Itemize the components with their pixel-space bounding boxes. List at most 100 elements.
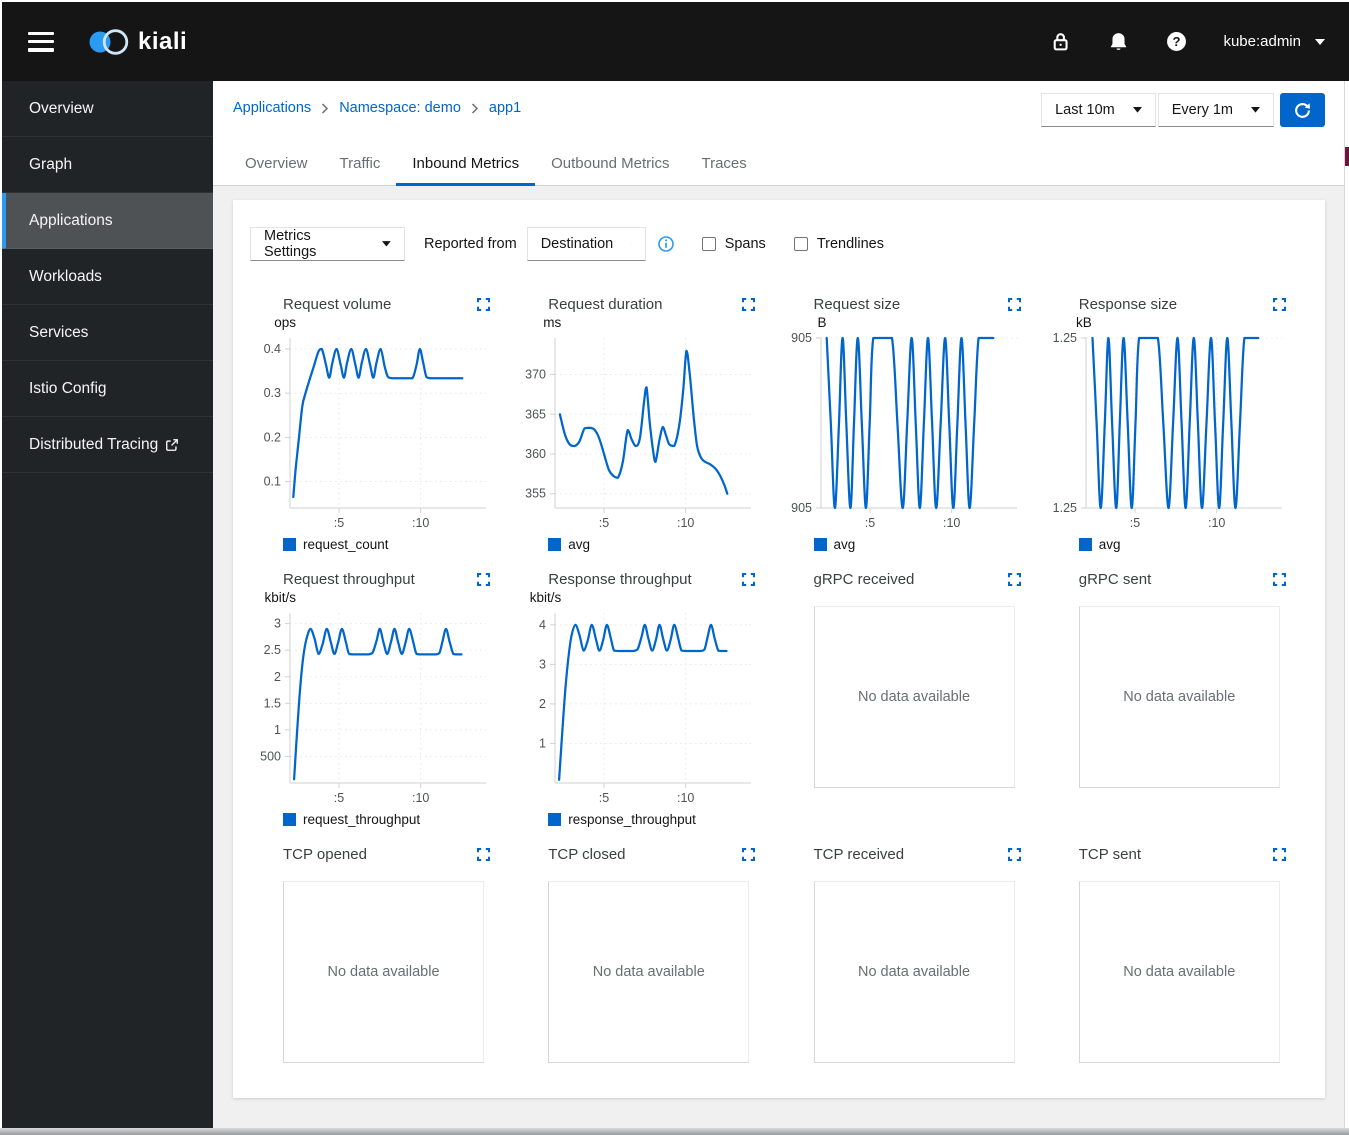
scrollbar-thumb[interactable]	[1345, 147, 1349, 166]
svg-text:365: 365	[525, 407, 546, 421]
sidebar-item-label: Overview	[29, 99, 94, 117]
masthead: kiali ? kube:admin	[2, 2, 1349, 81]
expand-icon-glyph	[1007, 847, 1021, 861]
svg-text::5: :5	[864, 516, 874, 530]
svg-text::5: :5	[334, 516, 344, 530]
svg-text:1: 1	[539, 736, 546, 750]
chart-title: Request duration	[548, 295, 663, 313]
chart-title: Response throughput	[548, 570, 692, 588]
chart-title: Request throughput	[283, 570, 415, 588]
trendlines-checkbox-group[interactable]: Trendlines	[793, 236, 884, 252]
chart-header: TCP received	[781, 843, 1043, 865]
spans-checkbox-group[interactable]: Spans	[701, 236, 766, 252]
chart-title: Response size	[1078, 295, 1178, 313]
expand-icon[interactable]	[477, 297, 490, 311]
chevron-down-icon	[382, 241, 391, 247]
legend-item[interactable]: request_throughput	[283, 812, 512, 827]
sidebar-item-overview[interactable]: Overview	[2, 81, 213, 137]
legend-label: avg	[1098, 537, 1121, 552]
breadcrumb-separator-chevron-icon	[471, 103, 479, 114]
refresh-interval-dropdown[interactable]: Every 1m	[1157, 93, 1274, 127]
svg-text::5: :5	[334, 791, 344, 805]
metrics-settings-dropdown[interactable]: Metrics Settings	[250, 227, 405, 261]
sidebar-item-istio-config[interactable]: Istio Config	[2, 361, 213, 417]
breadcrumb-link[interactable]: app1	[488, 100, 522, 116]
chart-header: TCP opened	[250, 843, 512, 865]
chart-cell-tcp_received: TCP received No data available	[781, 843, 1043, 1063]
trendlines-checkbox[interactable]	[793, 237, 808, 251]
legend-label: avg	[833, 537, 856, 552]
spans-checkbox[interactable]	[701, 237, 716, 251]
chart-header: Request duration	[515, 293, 777, 315]
duration-dropdown[interactable]: Last 10m	[1041, 93, 1156, 127]
no-data-box: No data available	[1078, 606, 1280, 788]
info-icon[interactable]	[657, 236, 674, 252]
sidebar-item-applications[interactable]: Applications	[2, 193, 213, 249]
expand-icon-glyph	[1272, 847, 1286, 861]
sidebar-item-services[interactable]: Services	[2, 305, 213, 361]
breadcrumb-link[interactable]: Namespace: demo	[339, 100, 461, 116]
expand-icon[interactable]	[477, 572, 490, 586]
svg-text:1.5: 1.5	[264, 696, 281, 710]
kiali-logo-icon	[89, 28, 129, 55]
no-data-box: No data available	[813, 881, 1015, 1063]
tab-inbound-metrics[interactable]: Inbound Metrics	[396, 149, 535, 186]
legend-item[interactable]: avg	[1078, 537, 1308, 552]
tab-bar: Overview Traffic Inbound Metrics Outbound M…	[213, 149, 1349, 186]
breadcrumb-link[interactable]: Applications	[233, 100, 312, 116]
svg-text::5: :5	[599, 791, 609, 805]
legend-item[interactable]: request_count	[283, 537, 512, 552]
user-menu[interactable]: kube:admin	[1223, 33, 1325, 50]
sidebar-item-distributed-tracing[interactable]: Distributed Tracing	[2, 417, 213, 473]
help-icon[interactable]: ?	[1165, 31, 1187, 53]
sidebar-item-graph[interactable]: Graph	[2, 137, 213, 193]
reported-from-label: Reported from	[424, 236, 517, 252]
vertical-scrollbar[interactable]	[1344, 81, 1349, 1128]
tab-outbound-metrics[interactable]: Outbound Metrics	[535, 149, 685, 185]
expand-icon[interactable]	[1007, 297, 1021, 311]
expand-icon[interactable]	[1272, 847, 1286, 861]
chart-unit-label: ms	[543, 315, 562, 330]
notifications-bell-icon[interactable]	[1107, 31, 1129, 53]
chart-cell-request_duration: Request duration ms 355 360 365 370:5:10 avg	[515, 293, 777, 552]
chart-title: gRPC sent	[1078, 570, 1152, 588]
expand-icon[interactable]	[1272, 572, 1286, 586]
svg-text:2: 2	[539, 697, 546, 711]
lock-status-icon[interactable]	[1049, 31, 1071, 53]
tab-overview[interactable]: Overview	[229, 149, 324, 185]
legend-item[interactable]: avg	[813, 537, 1043, 552]
expand-icon[interactable]	[1272, 297, 1286, 311]
legend-label: avg	[568, 537, 591, 552]
svg-text:3: 3	[539, 657, 546, 671]
legend-item[interactable]: avg	[548, 537, 777, 552]
svg-text:?: ?	[1172, 34, 1180, 49]
chart-header: Request volume	[250, 293, 512, 315]
chart-title: TCP sent	[1078, 845, 1141, 863]
expand-icon[interactable]	[742, 847, 756, 861]
expand-icon[interactable]	[1007, 572, 1021, 586]
expand-icon[interactable]	[742, 572, 756, 586]
legend-item[interactable]: response_throughput	[548, 812, 777, 827]
spans-label: Spans	[724, 236, 766, 252]
expand-icon[interactable]	[477, 847, 490, 861]
expand-icon[interactable]	[742, 297, 756, 311]
expand-icon[interactable]	[1007, 847, 1021, 861]
legend-label: request_throughput	[303, 812, 421, 827]
chart-plot: 905 905:5:10	[791, 331, 1017, 530]
nav-toggle-hamburger-icon[interactable]	[28, 31, 54, 52]
tab-traces[interactable]: Traces	[685, 149, 762, 185]
refresh-button[interactable]	[1280, 93, 1325, 127]
chevron-down-icon	[1132, 107, 1142, 113]
expand-icon-glyph	[1007, 297, 1021, 311]
svg-text:4: 4	[539, 618, 546, 632]
expand-icon-glyph	[1272, 572, 1286, 586]
chart-cell-tcp_sent: TCP sent No data available	[1046, 843, 1308, 1063]
chart-cell-response_size: Response size kB 1.25 1.25:5:10 avg	[1046, 293, 1308, 552]
kiali-logo[interactable]: kiali	[88, 28, 187, 56]
tab-traffic[interactable]: Traffic	[324, 149, 397, 185]
refresh-icon	[1295, 102, 1311, 118]
sidebar-item-workloads[interactable]: Workloads	[2, 249, 213, 305]
reporter-dropdown[interactable]: Destination	[526, 227, 646, 261]
chart-title: Request size	[813, 295, 901, 313]
